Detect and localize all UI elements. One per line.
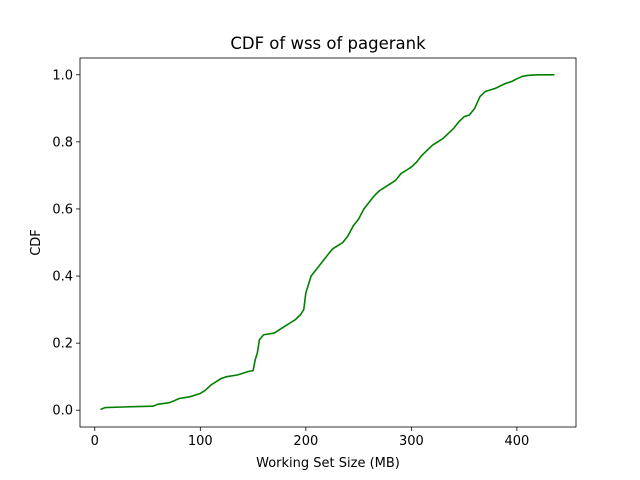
x-axis-ticks: 0 100 200 300 400: [91, 427, 529, 449]
x-tick-label: 200: [293, 434, 318, 449]
x-tick-label: 0: [91, 434, 99, 449]
x-axis-label: Working Set Size (MB): [256, 456, 400, 471]
cdf-series-line: [100, 73, 555, 411]
x-tick-label: 400: [504, 434, 529, 449]
plot-area: [100, 73, 555, 411]
axes-frame: [79, 57, 577, 428]
y-tick-label: 0.0: [52, 404, 73, 419]
x-tick-label: 100: [188, 434, 213, 449]
chart-title: CDF of wss of pagerank: [230, 34, 426, 53]
y-tick-label: 0.6: [52, 202, 73, 217]
y-axis-ticks: 0.0 0.2 0.4 0.6 0.8 1.0: [52, 68, 80, 419]
x-tick-label: 300: [399, 434, 424, 449]
y-tick-label: 1.0: [52, 68, 73, 83]
y-tick-label: 0.8: [52, 135, 73, 150]
y-tick-label: 0.4: [52, 270, 73, 285]
y-tick-label: 0.2: [52, 337, 73, 352]
y-axis-label: CDF: [29, 229, 44, 256]
